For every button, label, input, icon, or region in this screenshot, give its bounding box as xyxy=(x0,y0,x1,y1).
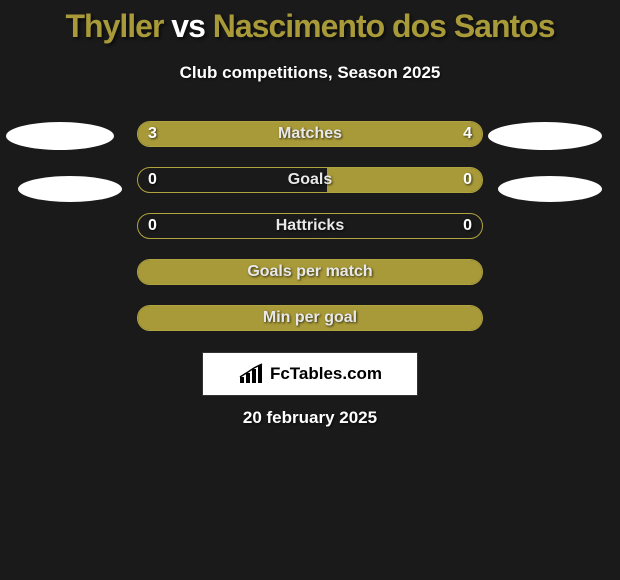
stat-value-right: 0 xyxy=(463,213,472,239)
decorative-ellipse xyxy=(488,122,602,150)
stat-value-right: 4 xyxy=(463,121,472,147)
subtitle: Club competitions, Season 2025 xyxy=(0,63,620,83)
stat-label: Matches xyxy=(137,121,483,147)
brand-logo: FcTables.com xyxy=(238,363,382,385)
stat-label: Goals per match xyxy=(137,259,483,285)
comparison-title: Thyller vs Nascimento dos Santos xyxy=(0,0,620,45)
stat-label: Goals xyxy=(137,167,483,193)
decorative-ellipse xyxy=(6,122,114,150)
player2-name: Nascimento dos Santos xyxy=(213,8,555,44)
stat-value-left: 0 xyxy=(148,213,157,239)
stats-container: Matches34Goals00Hattricks00Goals per mat… xyxy=(0,121,620,331)
decorative-ellipse xyxy=(498,176,602,202)
stat-label: Min per goal xyxy=(137,305,483,331)
stat-row: Min per goal xyxy=(0,305,620,331)
stat-value-left: 3 xyxy=(148,121,157,147)
bars-icon xyxy=(238,363,266,385)
stat-row: Goals per match xyxy=(0,259,620,285)
stat-value-left: 0 xyxy=(148,167,157,193)
player1-name: Thyller xyxy=(65,8,163,44)
date-text: 20 february 2025 xyxy=(0,408,620,428)
decorative-ellipse xyxy=(18,176,122,202)
stat-value-right: 0 xyxy=(463,167,472,193)
stat-label: Hattricks xyxy=(137,213,483,239)
vs-text: vs xyxy=(171,8,205,44)
brand-box: FcTables.com xyxy=(202,352,418,396)
brand-text: FcTables.com xyxy=(270,364,382,384)
stat-row: Hattricks0 0 xyxy=(0,213,620,239)
